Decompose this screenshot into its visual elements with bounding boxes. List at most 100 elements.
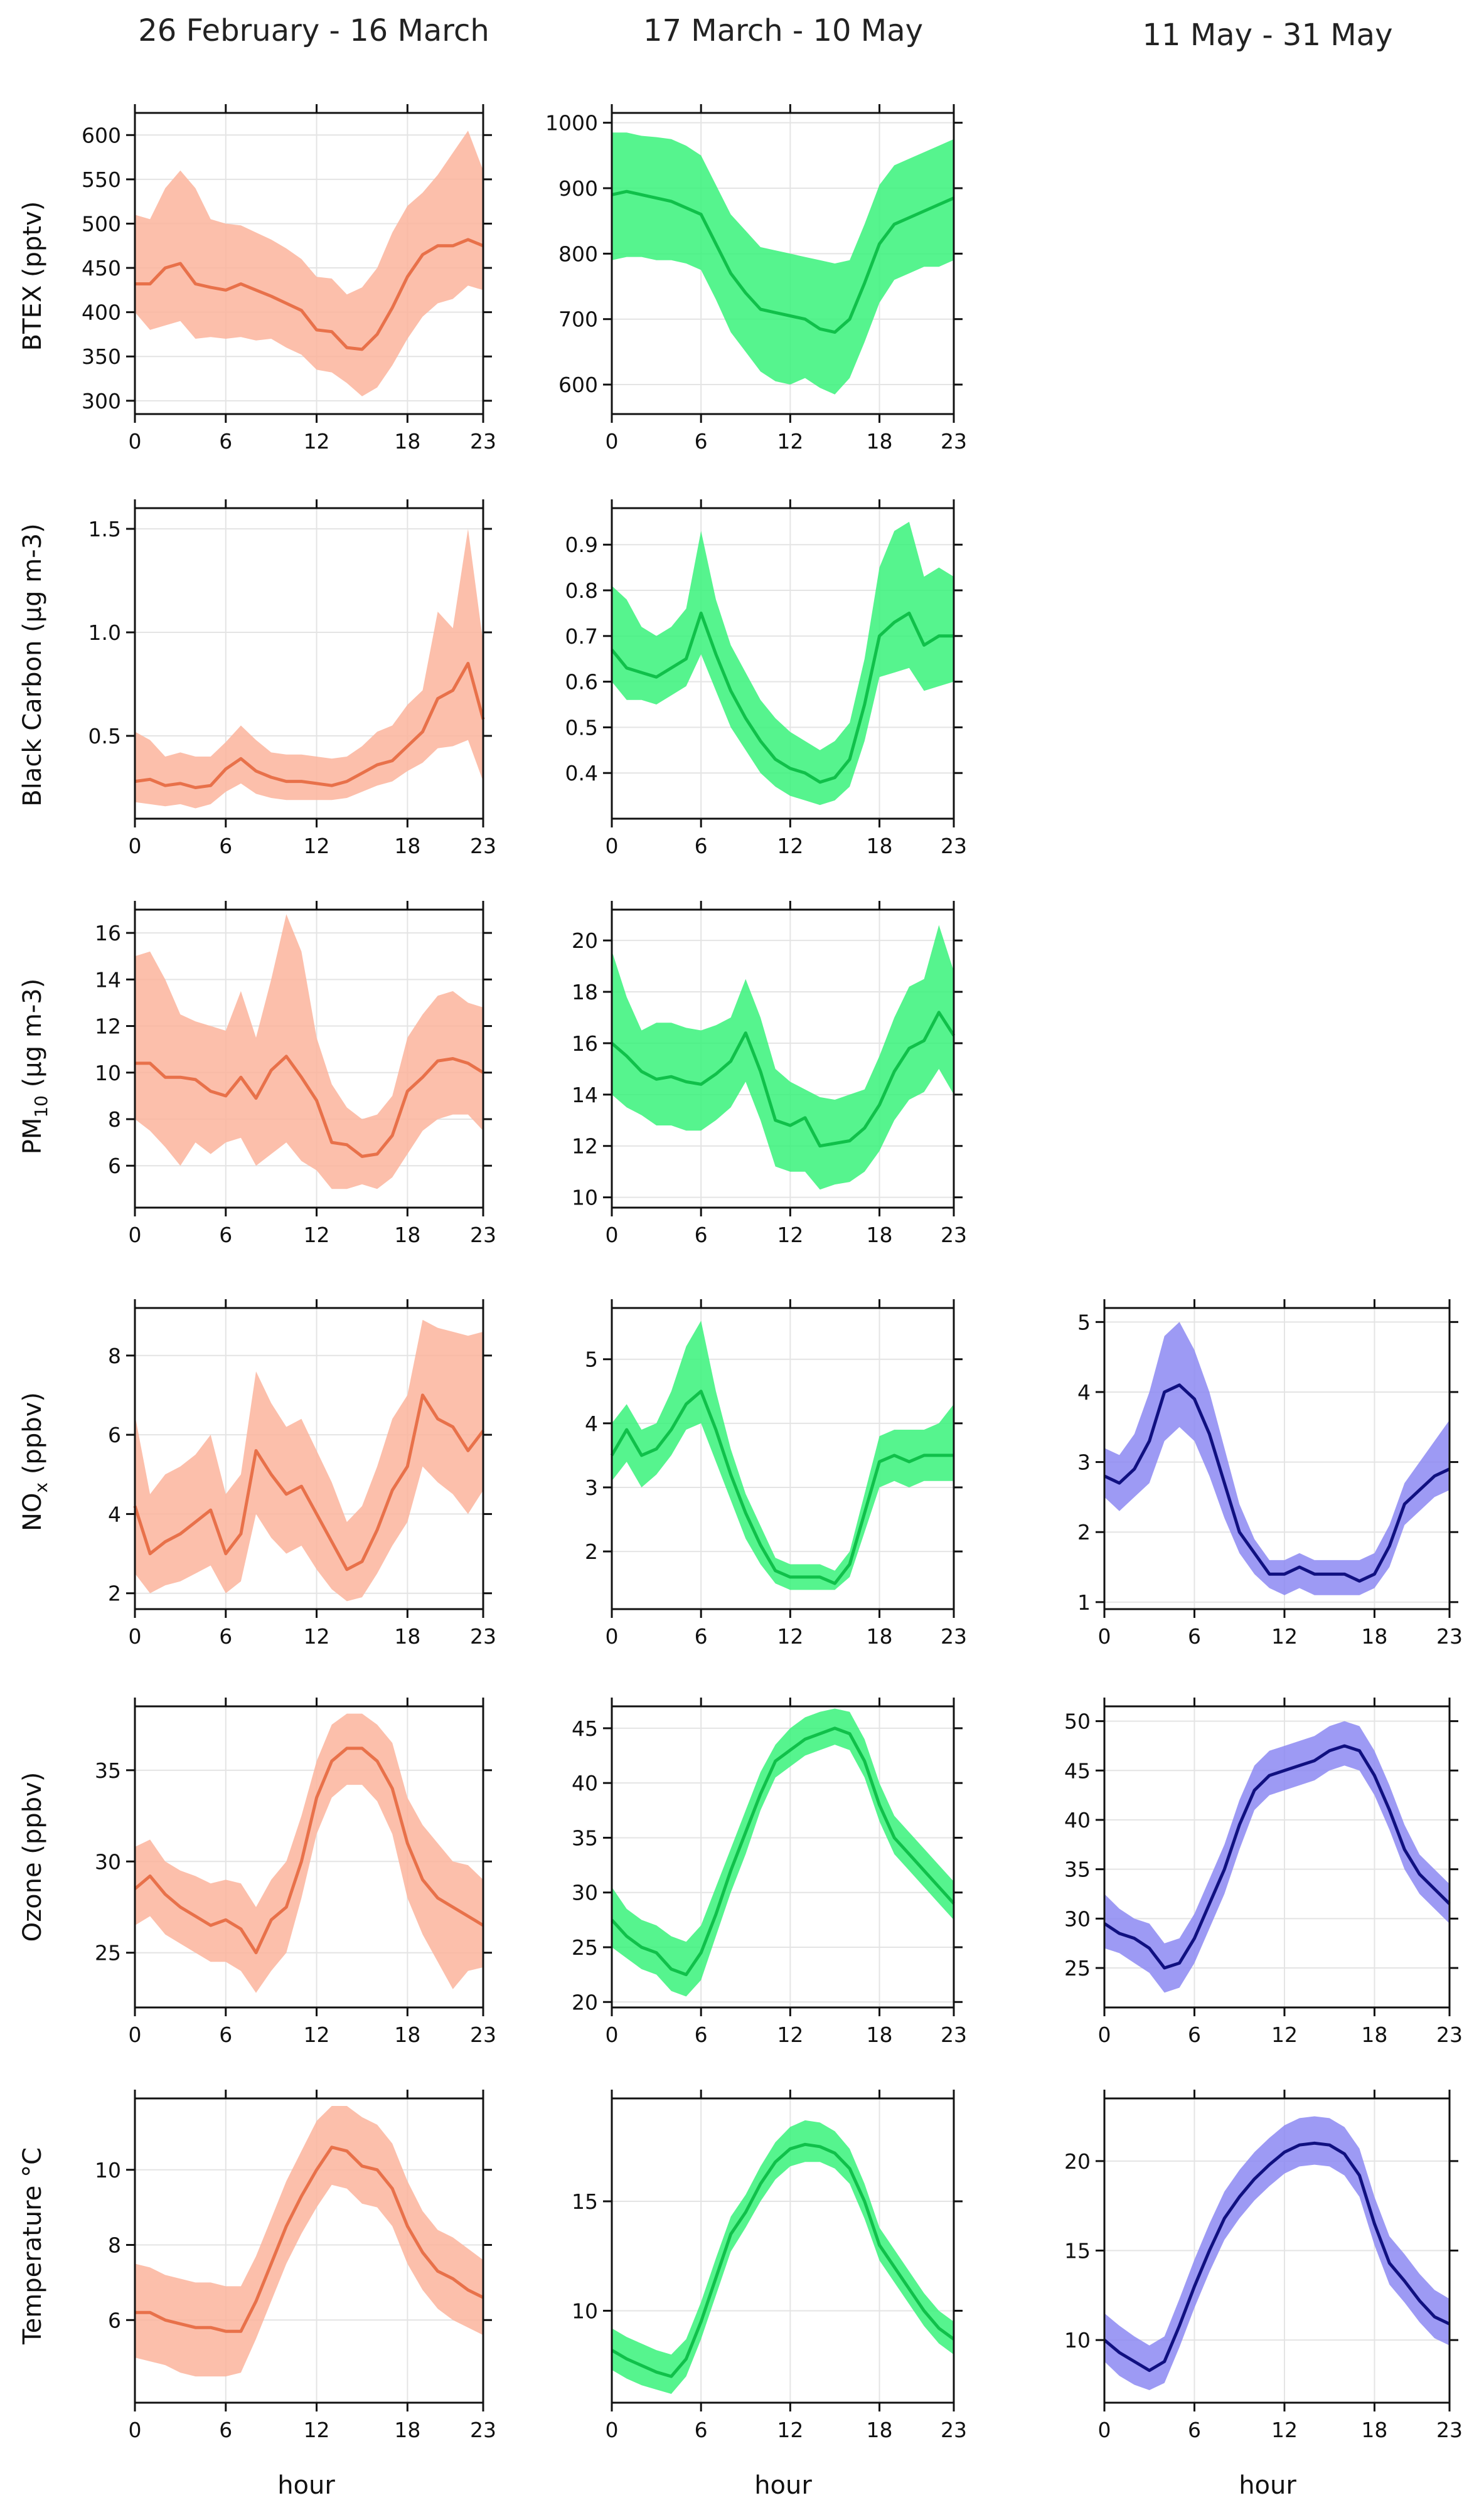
panel-temperature-col-2-confidence-band	[612, 2120, 954, 2394]
panel-nox-col-3-frame	[1103, 1307, 1451, 1610]
panel-btex-col-1-y-tick-label: 400	[82, 300, 121, 325]
panel-btex-col-1-frame	[134, 112, 484, 415]
panel-ozone-col-2-x-tick-label: 12	[777, 2023, 803, 2047]
panel-temperature-col-3-x-tick-label: 0	[1098, 2418, 1111, 2442]
panel-ozone-col-2-x-tick-label: 18	[867, 2023, 893, 2047]
panel-nox-col-2-frame	[611, 1307, 955, 1610]
panel-btex-col-2-x-tick-label: 12	[777, 429, 803, 454]
panel-ozone-col-2-x-tick-label: 23	[941, 2023, 967, 2047]
panel-nox-col-1-confidence-band	[135, 1319, 483, 1602]
panel-nox-col-1-x-tick-label: 0	[129, 1624, 142, 1649]
panel-nox-col-2-confidence-band	[612, 1321, 954, 1590]
panel-nox-col-1-frame	[134, 1307, 484, 1610]
panel-temperature-col-2-x-tick-label: 0	[606, 2418, 619, 2442]
panel-temperature-col-3-x-tick-label: 12	[1271, 2418, 1298, 2442]
panel-temperature-col-1-x-tick-label: 12	[304, 2418, 330, 2442]
panel-pm10-col-2-frame	[611, 908, 955, 1209]
panel-black-carbon-col-1: 0 6 12 18 23 0.5 1.0 1.5	[88, 499, 496, 858]
panel-temperature-col-2-x-tick-label: 12	[777, 2418, 803, 2442]
panel-black-carbon-col-1-y-tick-label: 0.5	[88, 724, 121, 748]
panel-black-carbon-col-2-y-tick-label: 0.8	[565, 578, 598, 603]
panel-pm10-col-1-y-tick-label: 8	[108, 1107, 121, 1132]
panel-ozone-col-2-y-tick-label: 35	[572, 1826, 598, 1850]
panel-nox-col-2-y-tick-label: 4	[585, 1412, 598, 1436]
panel-temperature-col-3-y-tick-label: 10	[1064, 2328, 1091, 2353]
panel-ozone-col-2-y-tick-label: 25	[572, 1935, 598, 1960]
panel-pm10-col-1-y-tick-label: 16	[95, 921, 121, 945]
panel-pm10-col-1-y-tick-label: 12	[95, 1014, 121, 1039]
panel-black-carbon-col-2-y-tick-label: 0.9	[565, 533, 598, 557]
panel-temperature-col-1-x-tick-label: 6	[219, 2418, 232, 2442]
panel-nox-col-2-x-tick-label: 0	[606, 1624, 619, 1649]
panel-temperature-col-2-x-tick-label: 6	[695, 2418, 708, 2442]
panel-pm10-col-1-x-tick-label: 6	[219, 1223, 232, 1247]
panel-btex-col-2-x-tick-label: 23	[941, 429, 967, 454]
panel-ozone-col-3-y-tick-label: 25	[1064, 1956, 1091, 1980]
panel-nox-col-1-x-tick-label: 12	[304, 1624, 330, 1649]
panel-temperature-col-3-y-tick-label: 15	[1064, 2239, 1091, 2263]
panel-pm10-col-1: 0 6 12 18 23 6 8 10 12 14 16	[95, 901, 496, 1247]
panel-nox-col-2-mean-line	[610, 1390, 954, 1585]
row-label-nox-rest: (ppbv)	[18, 1392, 47, 1482]
panel-ozone-col-2-frame	[611, 1705, 955, 2009]
panel-btex-col-1-y-tick-label: 500	[82, 211, 121, 236]
panel-nox-col-3-y-tick-label: 2	[1077, 1520, 1091, 1544]
panel-ozone-col-3-mean-line	[1103, 1744, 1451, 1970]
panel-temperature-col-1-frame	[134, 2097, 484, 2404]
panel-ozone-col-3-y-tick-label: 45	[1064, 1758, 1091, 1783]
row-label-nox-main: NO	[18, 1492, 47, 1531]
panel-pm10-col-1-y-tick-label: 14	[95, 967, 121, 992]
panel-pm10-col-1-y-tick-label: 10	[95, 1061, 121, 1085]
panel-btex-col-2-y-tick-label: 1000	[545, 111, 598, 136]
panel-black-carbon-col-1-x-tick-label: 18	[394, 834, 420, 858]
panel-black-carbon-col-2-y-tick-label: 0.6	[565, 670, 598, 694]
panel-pm10-col-1-confidence-band	[135, 914, 483, 1189]
panel-ozone-col-1-y-tick-label: 25	[95, 1941, 121, 1965]
panel-btex-col-1-y-tick-label: 350	[82, 344, 121, 369]
panel-nox-col-2-x-tick-label: 23	[941, 1624, 967, 1649]
panel-ozone-col-3-x-tick-label: 6	[1188, 2023, 1201, 2047]
panel-ozone-col-3-frame	[1103, 1705, 1451, 2009]
row-label-nox: NOx (ppbv)	[18, 1392, 51, 1531]
panel-ozone-col-1-mean-line	[134, 1746, 484, 1955]
panel-btex-col-2: 0 6 12 18 23 600 700 800 900 1000	[545, 104, 967, 454]
panel-ozone-col-3: 0 6 12 18 23 25 30 35 40 45 50	[1064, 1698, 1463, 2047]
panel-ozone-col-2-y-tick-label: 45	[572, 1716, 598, 1741]
x-axis-labels: hour hour hour	[277, 2471, 1296, 2500]
panel-btex-col-2-x-tick-label: 18	[867, 429, 893, 454]
panel-ozone-col-1-y-tick-label: 30	[95, 1849, 121, 1874]
panel-temperature-col-2-x-tick-label: 18	[867, 2418, 893, 2442]
panel-ozone-col-3-x-tick-label: 23	[1436, 2023, 1463, 2047]
panel-pm10-col-1-mean-line	[135, 1055, 484, 1158]
panel-nox-col-1-x-tick-label: 6	[219, 1624, 232, 1649]
panel-black-carbon-col-2-mean-line	[611, 611, 954, 784]
panel-ozone-col-2-mean-line	[611, 1726, 955, 1977]
panel-ozone-col-3-x-tick-label: 18	[1361, 2023, 1387, 2047]
row-label-pm10: PM10 (µg m-3)	[18, 979, 51, 1155]
panel-black-carbon-col-2-frame	[611, 507, 955, 820]
panel-ozone-col-2-y-tick-label: 30	[572, 1881, 598, 1905]
row-label-btex: BTEX (pptv)	[18, 201, 47, 351]
panel-temperature-col-1-y-tick-label: 6	[108, 2308, 121, 2332]
panel-pm10-col-2-y-tick-label: 14	[572, 1083, 598, 1107]
panel-btex-col-1-x-tick-label: 0	[129, 429, 142, 454]
panel-btex-col-2-y-tick-label: 700	[558, 307, 598, 332]
panel-btex-col-1-x-tick-label: 23	[470, 429, 496, 454]
panel-black-carbon-col-2-x-tick-label: 6	[695, 834, 708, 858]
panel-pm10-col-2-y-tick-label: 12	[572, 1134, 598, 1159]
panel-pm10-col-1-x-tick-label: 12	[304, 1223, 330, 1247]
panel-btex-col-2-y-tick-label: 800	[558, 242, 598, 266]
panel-ozone-col-1-y-tick-label: 35	[95, 1758, 121, 1783]
panel-nox-col-3-x-tick-label: 23	[1436, 1624, 1463, 1649]
panel-pm10-col-2-y-tick-label: 20	[572, 928, 598, 953]
panel-nox-col-3-confidence-band	[1104, 1322, 1450, 1595]
panel-pm10-col-2-y-tick-label: 18	[572, 980, 598, 1004]
panel-nox-col-1-y-tick-label: 4	[108, 1502, 121, 1526]
panel-ozone-col-2: 0 6 12 18 23 20 25 30 35 40 45	[572, 1698, 967, 2047]
panel-nox-col-2-y-tick-label: 5	[585, 1348, 598, 1372]
panel-temperature-col-3: 0 6 12 18 23 10 15 20	[1064, 2090, 1463, 2442]
panel-black-carbon-col-1-confidence-band	[135, 529, 483, 809]
panel-temperature-col-3-y-tick-label: 20	[1064, 2149, 1091, 2174]
